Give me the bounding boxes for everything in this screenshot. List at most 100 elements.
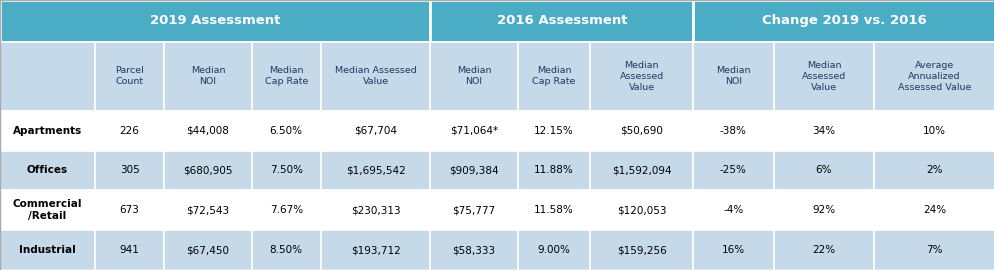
Bar: [517, 111, 589, 151]
Bar: [430, 230, 517, 270]
Bar: [0, 0, 430, 42]
Bar: [589, 111, 693, 151]
Text: $71,064*: $71,064*: [449, 126, 498, 136]
Bar: [693, 230, 773, 270]
Bar: [95, 111, 164, 151]
Text: $159,256: $159,256: [616, 245, 666, 255]
Text: Median
NOI: Median NOI: [456, 66, 491, 86]
Text: Offices: Offices: [27, 166, 68, 176]
Bar: [320, 151, 430, 190]
Bar: [320, 230, 430, 270]
Text: $193,712: $193,712: [351, 245, 401, 255]
Bar: [0, 230, 95, 270]
Bar: [251, 42, 320, 111]
Bar: [430, 190, 517, 230]
Bar: [589, 42, 693, 111]
Bar: [95, 190, 164, 230]
Bar: [164, 230, 251, 270]
Text: 673: 673: [119, 205, 139, 215]
Bar: [0, 151, 95, 190]
Text: 6%: 6%: [815, 166, 831, 176]
Bar: [164, 42, 251, 111]
Bar: [430, 42, 517, 111]
Bar: [164, 151, 251, 190]
Bar: [874, 190, 994, 230]
Bar: [773, 151, 874, 190]
Bar: [773, 230, 874, 270]
Bar: [251, 151, 320, 190]
Bar: [589, 230, 693, 270]
Text: Parcel
Count: Parcel Count: [115, 66, 144, 86]
Text: 11.88%: 11.88%: [534, 166, 574, 176]
Text: 92%: 92%: [811, 205, 835, 215]
Bar: [693, 190, 773, 230]
Text: $50,690: $50,690: [619, 126, 662, 136]
Bar: [0, 190, 95, 230]
Text: Median
NOI: Median NOI: [191, 66, 225, 86]
Bar: [693, 42, 773, 111]
Text: 12.15%: 12.15%: [534, 126, 574, 136]
Bar: [517, 42, 589, 111]
Text: $1,592,094: $1,592,094: [611, 166, 671, 176]
Bar: [589, 190, 693, 230]
Bar: [0, 42, 95, 111]
Text: $58,333: $58,333: [452, 245, 495, 255]
Text: 941: 941: [119, 245, 139, 255]
Bar: [874, 42, 994, 111]
Bar: [874, 230, 994, 270]
Text: Change 2019 vs. 2016: Change 2019 vs. 2016: [761, 14, 925, 28]
Bar: [517, 190, 589, 230]
Bar: [874, 111, 994, 151]
Text: 8.50%: 8.50%: [269, 245, 302, 255]
Text: 22%: 22%: [811, 245, 835, 255]
Text: $44,008: $44,008: [186, 126, 230, 136]
Text: -38%: -38%: [720, 126, 746, 136]
Text: Apartments: Apartments: [13, 126, 83, 136]
Text: 7.67%: 7.67%: [269, 205, 302, 215]
Bar: [773, 190, 874, 230]
Bar: [95, 42, 164, 111]
Text: 16%: 16%: [721, 245, 745, 255]
Text: -25%: -25%: [720, 166, 746, 176]
Text: 10%: 10%: [922, 126, 945, 136]
Text: $120,053: $120,053: [616, 205, 666, 215]
Bar: [251, 190, 320, 230]
Bar: [773, 111, 874, 151]
Bar: [589, 151, 693, 190]
Bar: [693, 0, 994, 42]
Text: $75,777: $75,777: [452, 205, 495, 215]
Text: Median Assessed
Value: Median Assessed Value: [334, 66, 416, 86]
Bar: [517, 230, 589, 270]
Bar: [320, 190, 430, 230]
Text: Average
Annualized
Assessed Value: Average Annualized Assessed Value: [897, 61, 970, 92]
Text: -4%: -4%: [723, 205, 743, 215]
Text: 34%: 34%: [811, 126, 835, 136]
Text: $67,704: $67,704: [354, 126, 397, 136]
Text: 2016 Assessment: 2016 Assessment: [496, 14, 626, 28]
Text: $1,695,542: $1,695,542: [346, 166, 406, 176]
Bar: [517, 151, 589, 190]
Bar: [430, 151, 517, 190]
Bar: [0, 111, 95, 151]
Text: $230,313: $230,313: [351, 205, 400, 215]
Text: 7.50%: 7.50%: [269, 166, 302, 176]
Bar: [430, 111, 517, 151]
Bar: [693, 111, 773, 151]
Text: Industrial: Industrial: [19, 245, 76, 255]
Text: 2%: 2%: [925, 166, 942, 176]
Text: Median
Assessed
Value: Median Assessed Value: [619, 61, 663, 92]
Text: 9.00%: 9.00%: [537, 245, 570, 255]
Bar: [164, 190, 251, 230]
Bar: [874, 151, 994, 190]
Text: 226: 226: [119, 126, 139, 136]
Bar: [320, 42, 430, 111]
Bar: [320, 111, 430, 151]
Text: $909,384: $909,384: [448, 166, 498, 176]
Text: Median
Assessed
Value: Median Assessed Value: [801, 61, 845, 92]
Text: 2019 Assessment: 2019 Assessment: [150, 14, 280, 28]
Bar: [251, 230, 320, 270]
Text: $680,905: $680,905: [183, 166, 233, 176]
Text: 7%: 7%: [925, 245, 942, 255]
Text: $72,543: $72,543: [186, 205, 230, 215]
Text: Median
Cap Rate: Median Cap Rate: [532, 66, 576, 86]
